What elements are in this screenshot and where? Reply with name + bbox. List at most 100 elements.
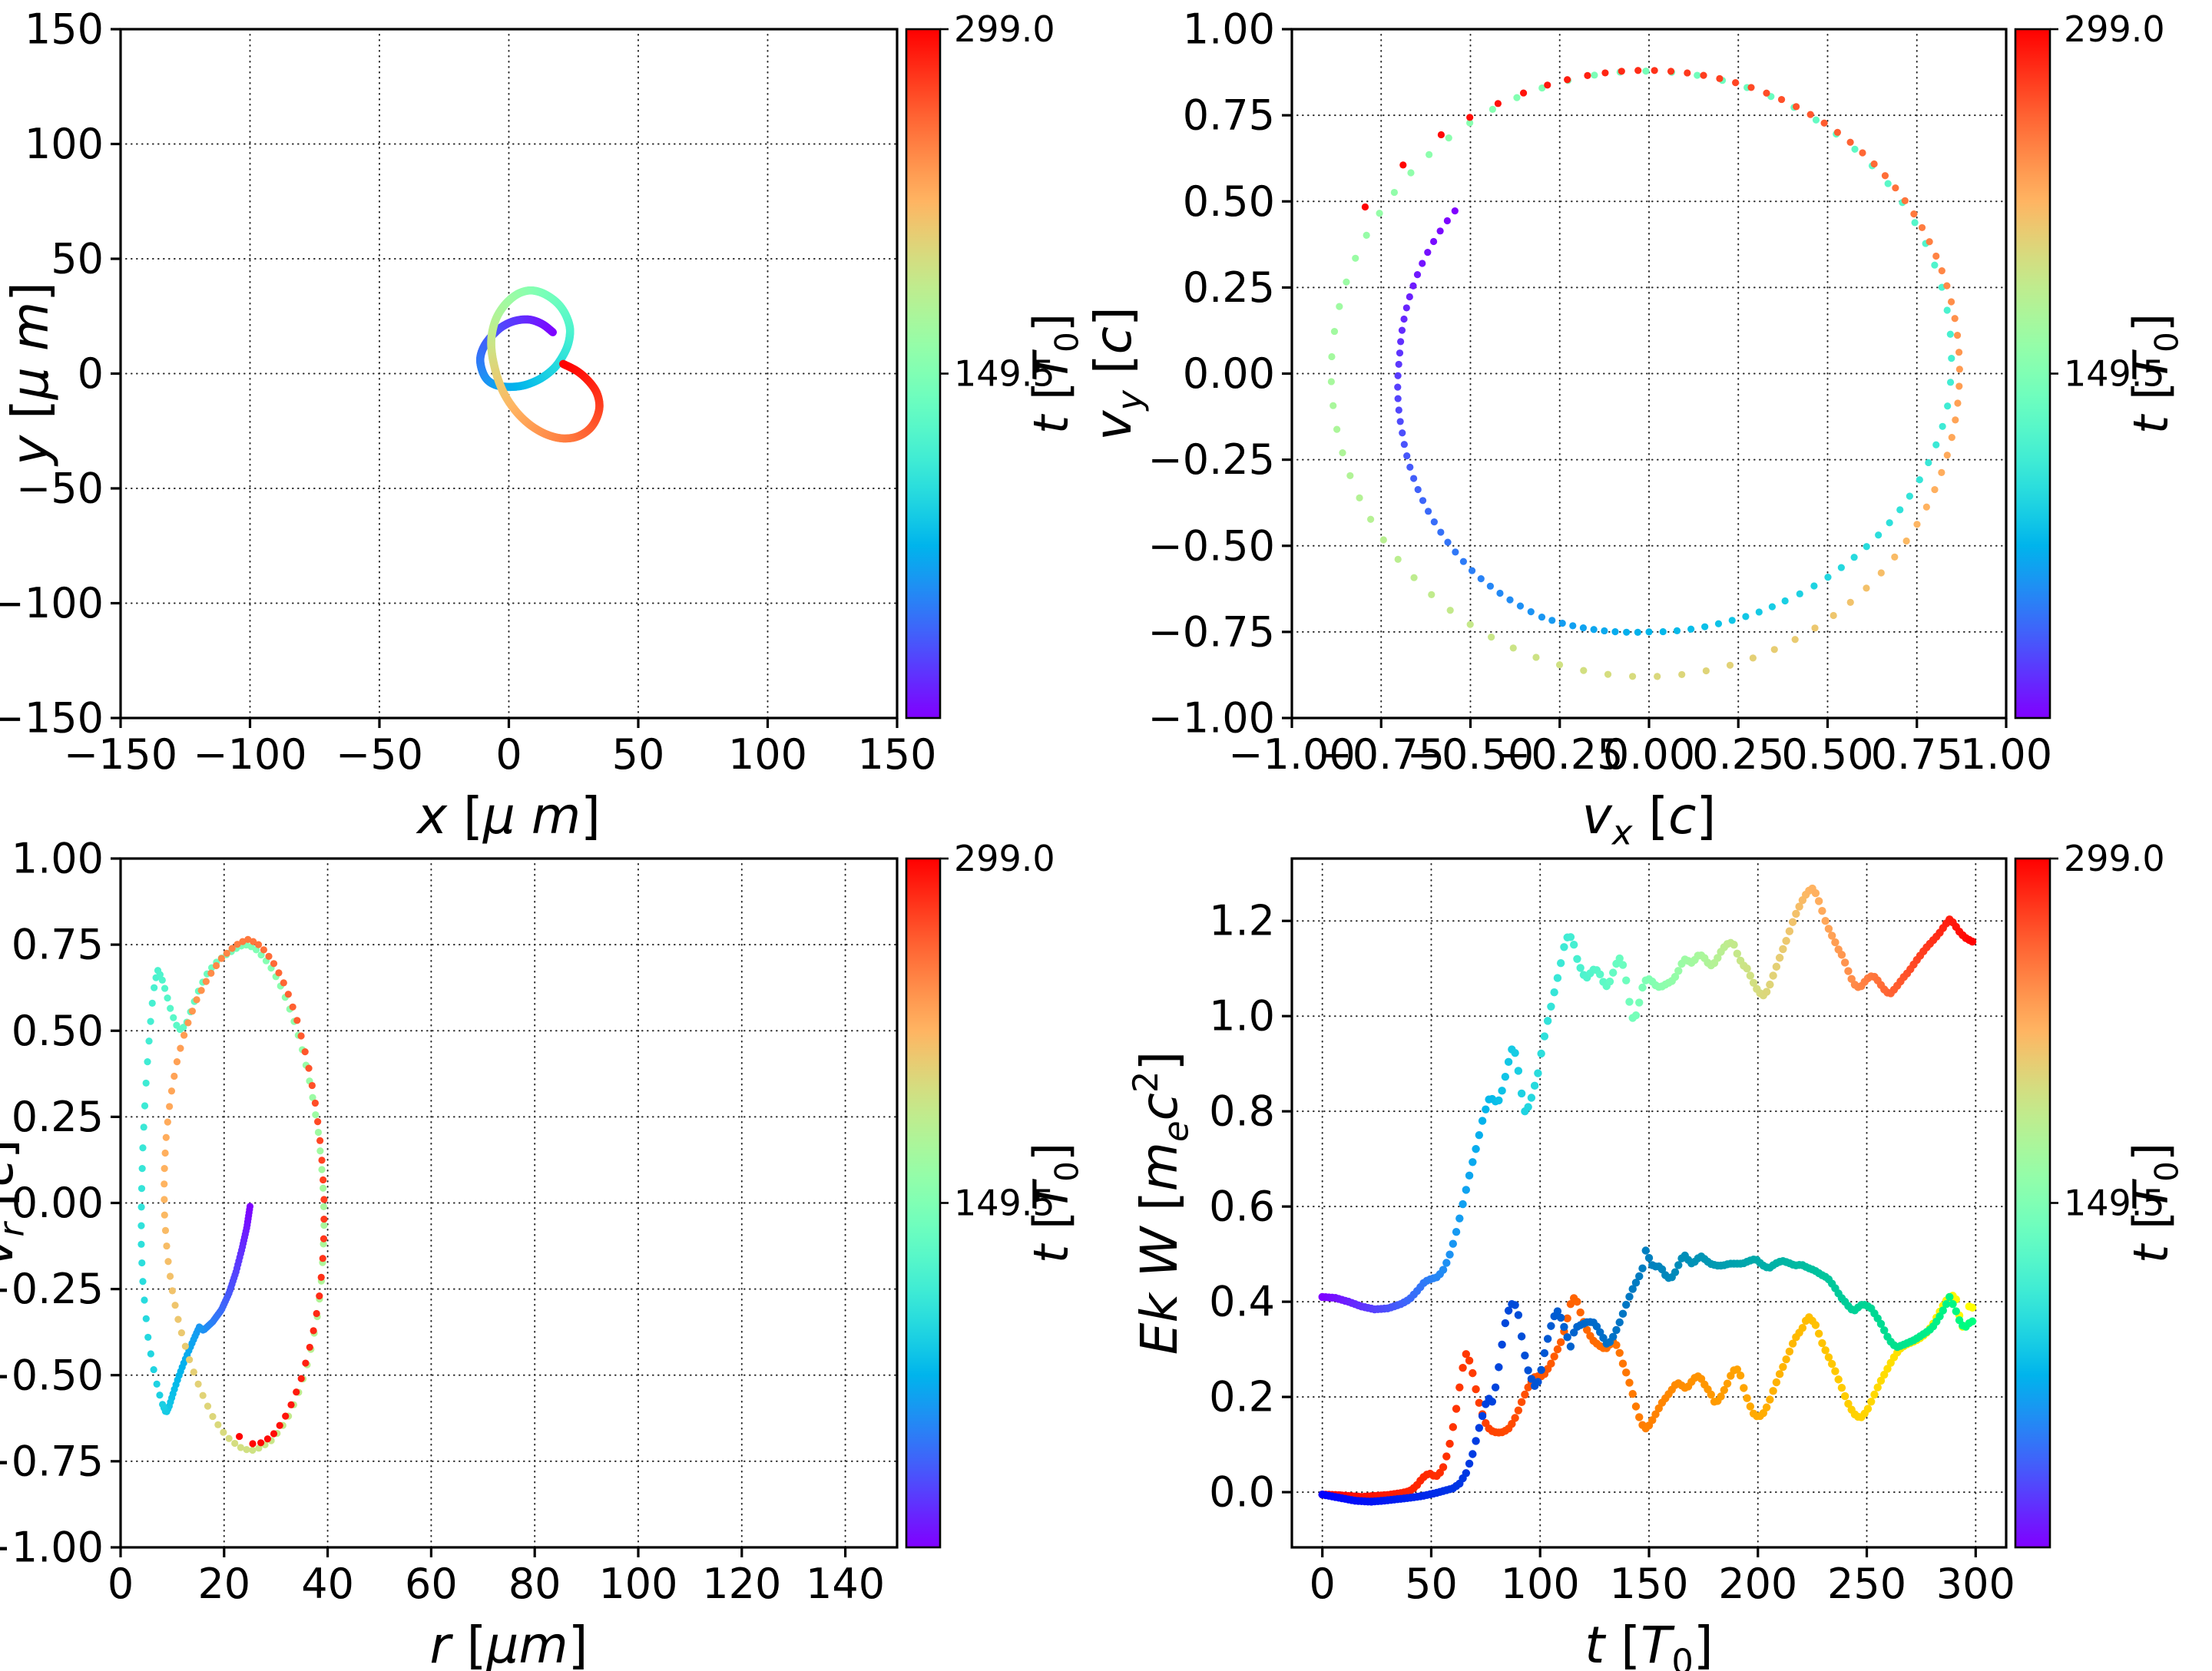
y-tick-label: 0 — [78, 349, 104, 398]
x-tick-label: 0.25 — [1692, 730, 1784, 779]
x-tick-label: −50 — [336, 730, 423, 779]
y-tick-label: 50 — [51, 235, 104, 283]
x-tick-label: 250 — [1827, 1560, 1906, 1608]
colorbar-tick-label: 299.0 — [954, 8, 1055, 50]
panel-rvr: 0 20 40 60 80 100 120 140 1.00 0.75 0.50 0.25 0.00 −0… — [0, 835, 1086, 1671]
colorbar-tick-label: 299.0 — [2064, 838, 2165, 879]
x-axis-label-ekw: t [T0] — [1584, 1616, 1713, 1671]
y-tick-label: 0.6 — [1209, 1183, 1275, 1231]
x-axis-label-vxy: vx [c] — [1582, 786, 1716, 853]
colorbar-tick-label: 149.5 — [2064, 1183, 2165, 1224]
y-tick-label: −0.50 — [1148, 521, 1275, 570]
x-tick-label: −0.50 — [1407, 730, 1534, 779]
x-tick-label: 300 — [1936, 1560, 2015, 1608]
series-energy-particle-1 — [1318, 884, 1977, 1314]
colorbar — [2014, 857, 2051, 1549]
x-tick-label: −0.25 — [1496, 730, 1623, 779]
x-tick-label: 100 — [598, 1560, 677, 1608]
ticks: −150 −100 −50 0 50 100 150 −150 −100 −50 0 50 100 150 — [0, 5, 937, 779]
y-tick-label: −0.25 — [0, 1265, 104, 1313]
y-axis-label-vxy: vy [c] — [1084, 306, 1151, 440]
x-tick-label: 0.75 — [1871, 730, 1963, 779]
series-velocity-spiral — [1327, 67, 1963, 680]
x-tick-label: 140 — [806, 1560, 885, 1608]
y-tick-label: −100 — [0, 579, 104, 627]
x-tick-label: 80 — [508, 1560, 561, 1608]
colorbar-label-xy: t [T0] — [1023, 313, 1086, 434]
y-tick-label: 1.2 — [1209, 897, 1275, 945]
y-tick-label: 0.25 — [12, 1093, 104, 1141]
y-tick-label: −0.25 — [1148, 435, 1275, 484]
x-tick-label: −150 — [64, 730, 177, 779]
y-tick-label: 0.75 — [1183, 91, 1275, 140]
y-tick-label: 0.25 — [1183, 263, 1275, 312]
colorbar — [905, 28, 942, 720]
y-tick-label: 100 — [25, 120, 104, 168]
x-tick-label: 100 — [728, 730, 807, 779]
x-tick-label: 50 — [1405, 1560, 1458, 1608]
x-tick-label: −0.75 — [1318, 730, 1445, 779]
y-tick-label: 0.4 — [1209, 1278, 1275, 1326]
y-tick-label: −1.00 — [1148, 694, 1275, 743]
x-tick-label: 0 — [108, 1560, 134, 1608]
colorbar-tick-label: 149.5 — [2064, 353, 2165, 395]
colorbar-tick-label: 299.0 — [954, 838, 1055, 879]
y-axis-label-ekw: Ek W [mec2] — [1125, 1051, 1197, 1355]
series-trajectory — [476, 286, 604, 443]
y-tick-label: 0.0 — [1209, 1468, 1275, 1517]
panel-ekw: 0 50 100 150 200 250 300 0.0 0.2 0.4 0.6 0.8 1.0 1.2 t… — [1125, 838, 2186, 1671]
x-tick-label: 150 — [1609, 1560, 1688, 1608]
x-axis-label-xy: x [μ m] — [416, 786, 601, 845]
x-tick-label: 100 — [1501, 1560, 1580, 1608]
x-tick-label: 0.00 — [1603, 730, 1695, 779]
y-tick-label: 0.50 — [12, 1007, 104, 1055]
y-tick-label: −50 — [16, 465, 104, 513]
ticks: −1.00−0.75−0.50−0.250.000.250.500.751.00… — [1148, 5, 2053, 779]
y-tick-label: 1.0 — [1209, 992, 1275, 1041]
colorbar-tick-label: 149.5 — [954, 353, 1055, 395]
x-tick-label: 50 — [612, 730, 665, 779]
x-axis-label-rvr: r [μm] — [430, 1616, 588, 1671]
y-tick-label: 0.75 — [12, 921, 104, 969]
x-tick-label: −100 — [193, 730, 306, 779]
y-tick-label: 1.00 — [1183, 5, 1275, 54]
x-tick-label: 40 — [301, 1560, 354, 1608]
y-axis-label-xy: y [μ m] — [1, 282, 60, 467]
x-tick-label: 1.00 — [1960, 730, 2052, 779]
ticks: 0 50 100 150 200 250 300 0.0 0.2 0.4 0.6 0.8 1.0 1.2 — [1209, 897, 2015, 1608]
series-energy-particle-3 — [1318, 1246, 1977, 1506]
y-tick-label: 0.00 — [1183, 349, 1275, 398]
colorbar-label-ekw: t [T0] — [2123, 1143, 2186, 1263]
y-tick-label: −0.50 — [0, 1351, 104, 1399]
colorbar-tick-label: 299.0 — [2064, 8, 2165, 50]
colorbar-tick-label: 149.5 — [954, 1183, 1055, 1224]
y-tick-label: 0.50 — [1183, 177, 1275, 226]
y-tick-label: 0.8 — [1209, 1087, 1275, 1136]
colorbar-label-rvr: t [T0] — [1023, 1143, 1086, 1263]
panel-vxy: −1.00−0.75−0.50−0.250.000.250.500.751.00… — [1084, 5, 2186, 853]
y-tick-label: −150 — [0, 694, 104, 743]
y-tick-label: 0.00 — [12, 1179, 104, 1227]
x-tick-label: 60 — [405, 1560, 458, 1608]
x-tick-label: −1.00 — [1228, 730, 1355, 779]
x-tick-label: 0.50 — [1781, 730, 1873, 779]
x-tick-label: 120 — [702, 1560, 781, 1608]
x-tick-label: 20 — [197, 1560, 250, 1608]
y-tick-label: 150 — [25, 5, 104, 54]
y-tick-label: −0.75 — [0, 1437, 104, 1485]
y-tick-label: 1.00 — [12, 835, 104, 883]
y-tick-label: −1.00 — [0, 1524, 104, 1572]
x-tick-label: 0 — [1310, 1560, 1336, 1608]
colorbar-label-vxy: t [T0] — [2123, 313, 2186, 434]
colorbar — [2014, 28, 2051, 720]
y-axis-label-rvr: vr [c] — [0, 1139, 32, 1266]
series-radial-phase — [137, 935, 328, 1454]
x-tick-label: 150 — [857, 730, 936, 779]
y-tick-label: 0.2 — [1209, 1373, 1275, 1421]
x-tick-label: 200 — [1718, 1560, 1797, 1608]
x-tick-label: 0 — [495, 730, 522, 779]
y-tick-label: −0.75 — [1148, 607, 1275, 656]
ticks: 0 20 40 60 80 100 120 140 1.00 0.75 0.50 0.25 0.00 −0… — [0, 835, 885, 1609]
panel-xy: −150 −100 −50 0 50 100 150 −150 −100 −50 0 50 100 150… — [0, 5, 1086, 846]
